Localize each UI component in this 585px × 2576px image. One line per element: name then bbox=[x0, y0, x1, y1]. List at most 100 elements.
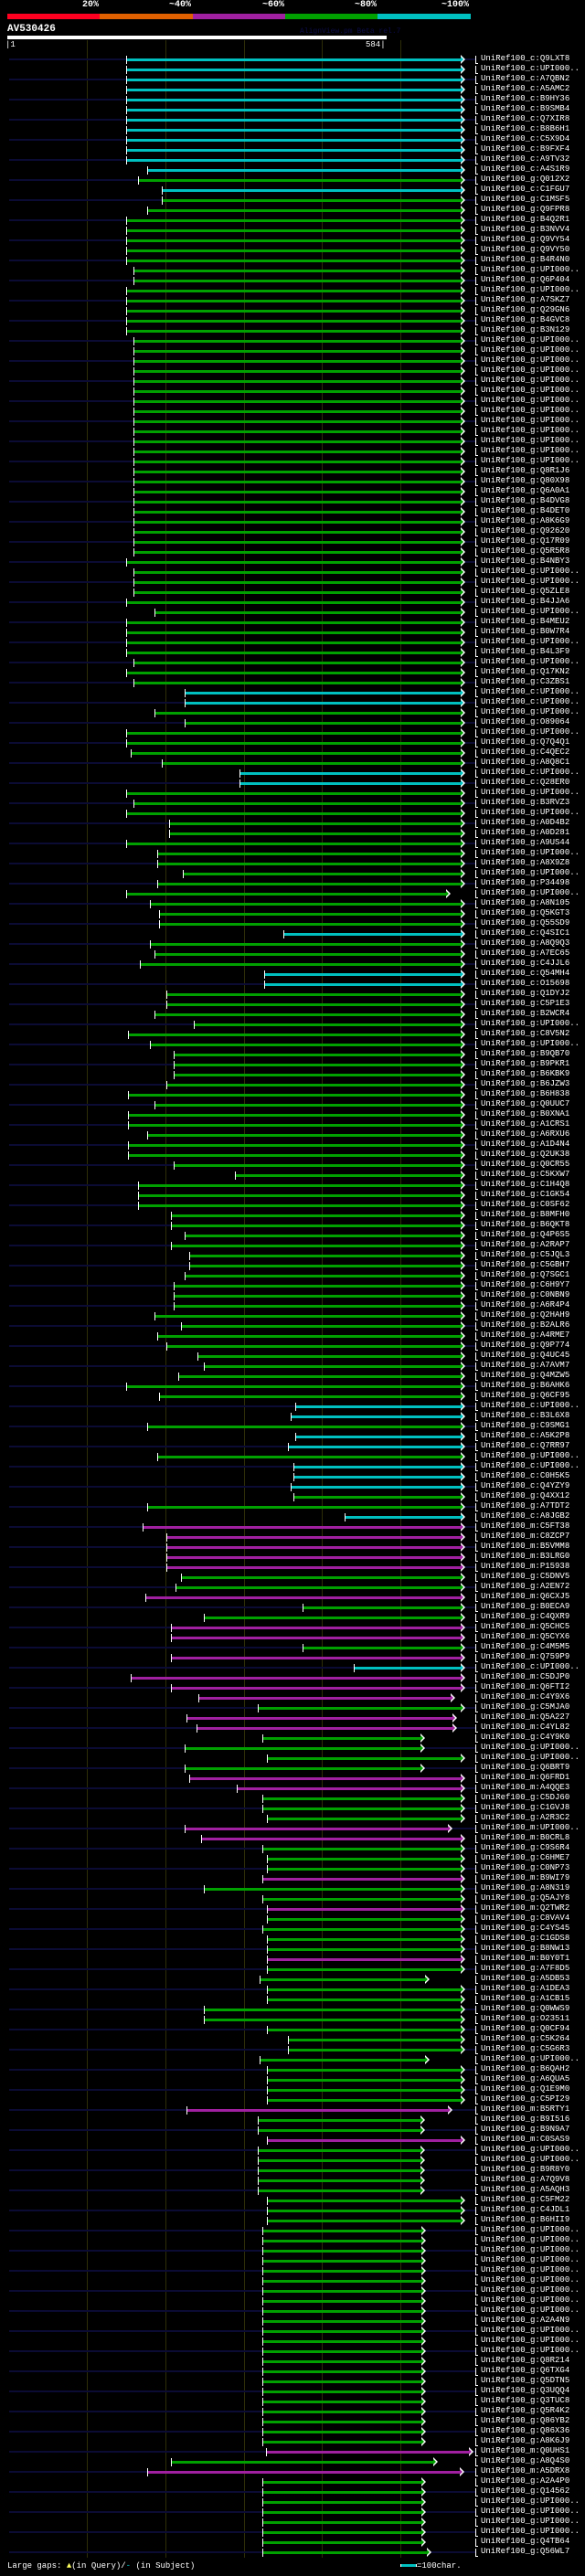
alignment-bar[interactable] bbox=[126, 672, 461, 674]
hit-label[interactable]: UniRef100_c:C5X9D4 bbox=[481, 134, 569, 144]
alignment-bar[interactable] bbox=[267, 2079, 461, 2082]
hit-label[interactable]: UniRef100_g:Q17KN2 bbox=[481, 667, 569, 677]
hit-label[interactable]: UniRef100_g:B4L3F9 bbox=[481, 647, 569, 657]
hit-label[interactable]: UniRef100_g:UPI000.. bbox=[481, 2295, 580, 2306]
alignment-bar[interactable] bbox=[262, 1797, 461, 1800]
hit-label[interactable]: UniRef100_g:UPI000.. bbox=[481, 2265, 580, 2275]
alignment-bar[interactable] bbox=[174, 1295, 461, 1298]
hit-label[interactable]: UniRef100_g:C1GK54 bbox=[481, 1190, 569, 1200]
alignment-bar[interactable] bbox=[171, 1657, 461, 1659]
alignment-bar[interactable] bbox=[126, 812, 461, 815]
alignment-bar[interactable] bbox=[267, 1968, 461, 1971]
alignment-bar[interactable] bbox=[171, 1637, 461, 1639]
alignment-bar[interactable] bbox=[126, 219, 461, 222]
alignment-bar[interactable] bbox=[262, 2511, 421, 2514]
hit-label[interactable]: UniRef100_g:UPI000.. bbox=[481, 2054, 580, 2064]
hit-label[interactable]: UniRef100_g:A7EC65 bbox=[481, 949, 569, 959]
alignment-bar[interactable] bbox=[126, 843, 461, 845]
hit-label[interactable]: UniRef100_g:C1H4Q8 bbox=[481, 1180, 569, 1190]
hit-label[interactable]: UniRef100_g:C6H9Y7 bbox=[481, 1280, 569, 1290]
hit-label[interactable]: UniRef100_g:UPI000.. bbox=[481, 436, 580, 446]
hit-label[interactable]: UniRef100_m:C4YL82 bbox=[481, 1723, 569, 1733]
hit-label[interactable]: UniRef100_c:B9FXF4 bbox=[481, 144, 569, 154]
alignment-bar[interactable] bbox=[262, 2491, 421, 2494]
alignment-bar[interactable] bbox=[133, 521, 461, 524]
alignment-bar[interactable] bbox=[267, 1918, 461, 1921]
alignment-bar[interactable] bbox=[171, 1214, 461, 1217]
hit-label[interactable]: UniRef100_g:UPI000.. bbox=[481, 1451, 580, 1461]
alignment-bar[interactable] bbox=[181, 1325, 461, 1328]
alignment-bar[interactable] bbox=[133, 440, 461, 443]
hit-label[interactable]: UniRef100_g:UPI000.. bbox=[481, 2235, 580, 2245]
hit-label[interactable]: UniRef100_g:UPI000.. bbox=[481, 1743, 580, 1753]
hit-label[interactable]: UniRef100_g:UPI000.. bbox=[481, 2306, 580, 2316]
hit-label[interactable]: UniRef100_m:Q2TWR2 bbox=[481, 1903, 569, 1913]
alignment-bar[interactable] bbox=[126, 58, 461, 61]
alignment-bar[interactable] bbox=[258, 1707, 461, 1710]
hit-label[interactable]: UniRef100_g:C0NBN9 bbox=[481, 1290, 569, 1300]
hit-label[interactable]: UniRef100_g:A6R4P4 bbox=[481, 1300, 569, 1310]
alignment-bar[interactable] bbox=[159, 913, 461, 916]
hit-label[interactable]: UniRef100_m:B3LRG0 bbox=[481, 1552, 569, 1562]
hit-label[interactable]: UniRef100_c:B9HY36 bbox=[481, 94, 569, 104]
hit-label[interactable]: UniRef100_g:Q5AJY8 bbox=[481, 1893, 569, 1903]
hit-label[interactable]: UniRef100_g:C5PI29 bbox=[481, 2094, 569, 2104]
hit-label[interactable]: UniRef100_g:A2A4N9 bbox=[481, 2316, 569, 2326]
hit-label[interactable]: UniRef100_g:UPI000.. bbox=[481, 446, 580, 456]
alignment-bar[interactable] bbox=[157, 883, 461, 885]
alignment-bar[interactable] bbox=[204, 1365, 461, 1368]
hit-label[interactable]: UniRef100_c:A4S1R9 bbox=[481, 164, 569, 175]
hit-label[interactable]: UniRef100_g:B8NW13 bbox=[481, 1944, 569, 1954]
hit-label[interactable]: UniRef100_g:UPI000.. bbox=[481, 1039, 580, 1049]
alignment-bar[interactable] bbox=[147, 1506, 461, 1509]
alignment-bar[interactable] bbox=[262, 2521, 421, 2524]
alignment-bar[interactable] bbox=[178, 1375, 461, 1378]
hit-label[interactable]: UniRef100_m:C8ZCP7 bbox=[481, 1532, 569, 1542]
hit-label[interactable]: UniRef100_g:Q29GN6 bbox=[481, 305, 569, 315]
alignment-bar[interactable] bbox=[154, 1104, 461, 1107]
alignment-bar[interactable] bbox=[133, 531, 461, 534]
hit-label[interactable]: UniRef100_g:UPI000.. bbox=[481, 285, 580, 295]
alignment-bar[interactable] bbox=[126, 561, 461, 564]
hit-label[interactable]: UniRef100_g:UPI000.. bbox=[481, 788, 580, 798]
hit-label[interactable]: UniRef100_m:Q5CYX6 bbox=[481, 1632, 569, 1642]
alignment-bar[interactable] bbox=[267, 1757, 461, 1760]
alignment-bar[interactable] bbox=[126, 652, 461, 654]
hit-label[interactable]: UniRef100_g:A8N319 bbox=[481, 1883, 569, 1893]
hit-label[interactable]: UniRef100_g:Q4MZW5 bbox=[481, 1371, 569, 1381]
alignment-bar[interactable] bbox=[267, 2099, 461, 2102]
hit-label[interactable]: UniRef100_c:B8B6H1 bbox=[481, 124, 569, 134]
hit-label[interactable]: UniRef100_m:P15938 bbox=[481, 1562, 569, 1572]
alignment-bar[interactable] bbox=[267, 2029, 461, 2031]
hit-label[interactable]: UniRef100_g:Q2HAH9 bbox=[481, 1310, 569, 1320]
alignment-bar[interactable] bbox=[133, 471, 461, 473]
alignment-bar[interactable] bbox=[189, 1777, 461, 1780]
alignment-bar[interactable] bbox=[345, 1516, 461, 1519]
alignment-bar[interactable] bbox=[264, 973, 461, 976]
hit-label[interactable]: UniRef100_g:UPI000.. bbox=[481, 406, 580, 416]
hit-label[interactable]: UniRef100_g:Q3TUC8 bbox=[481, 2396, 569, 2406]
hit-label[interactable]: UniRef100_g:C4QEC2 bbox=[481, 747, 569, 758]
hit-label[interactable]: UniRef100_g:Q86X36 bbox=[481, 2426, 569, 2436]
hit-label[interactable]: UniRef100_c:Q9LXT8 bbox=[481, 54, 569, 64]
hit-label[interactable]: UniRef100_m:B5RTY1 bbox=[481, 2104, 569, 2115]
alignment-bar[interactable] bbox=[138, 179, 461, 182]
alignment-bar[interactable] bbox=[260, 2059, 425, 2062]
alignment-bar[interactable] bbox=[262, 2270, 421, 2273]
hit-label[interactable]: UniRef100_m:Q6CXJ5 bbox=[481, 1592, 569, 1602]
alignment-bar[interactable] bbox=[126, 99, 461, 101]
hit-label[interactable]: UniRef100_g:B6KBK9 bbox=[481, 1069, 569, 1079]
hit-label[interactable]: UniRef100_g:B2ALR6 bbox=[481, 1320, 569, 1330]
alignment-bar[interactable] bbox=[185, 1828, 448, 1830]
alignment-bar[interactable] bbox=[126, 601, 461, 604]
hit-label[interactable]: UniRef100_g:UPI000.. bbox=[481, 707, 580, 717]
hit-label[interactable]: UniRef100_g:A2A4P0 bbox=[481, 2476, 569, 2486]
alignment-bar[interactable] bbox=[267, 2139, 461, 2142]
hit-label[interactable]: UniRef100_g:C4QXR9 bbox=[481, 1612, 569, 1622]
hit-label[interactable]: UniRef100_g:UPI000.. bbox=[481, 456, 580, 466]
hit-label[interactable]: UniRef100_g:UPI000.. bbox=[481, 2275, 580, 2285]
alignment-bar[interactable] bbox=[162, 762, 461, 765]
hit-label[interactable]: UniRef100_g:A1CRS1 bbox=[481, 1119, 569, 1129]
alignment-bar[interactable] bbox=[262, 1898, 461, 1901]
alignment-bar[interactable] bbox=[262, 2421, 421, 2423]
